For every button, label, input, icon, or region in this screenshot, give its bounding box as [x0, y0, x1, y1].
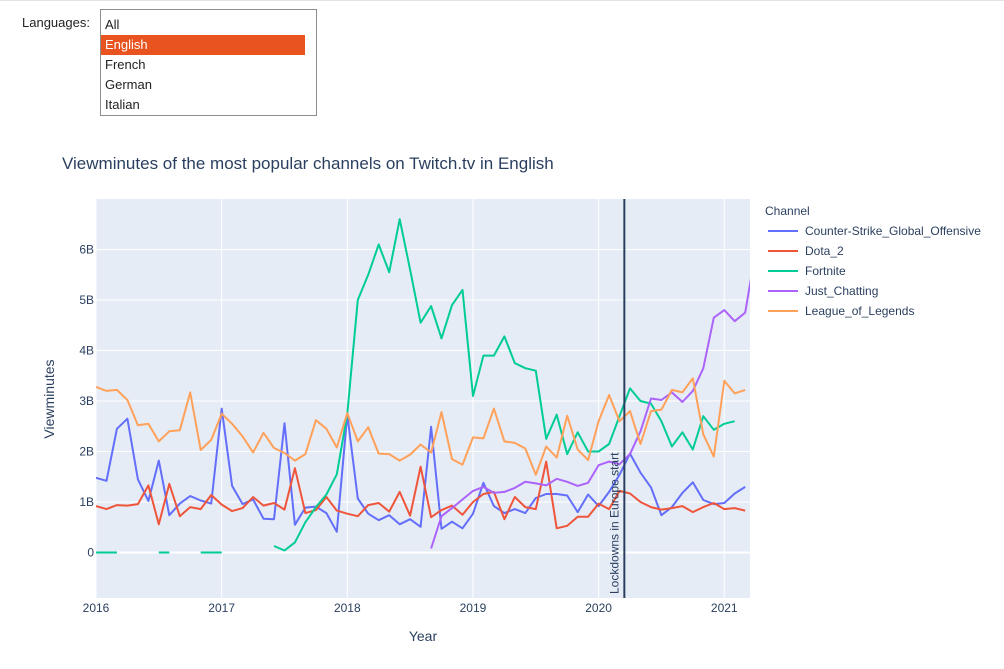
x-axis-title: Year	[409, 628, 438, 644]
x-tick-label: 2020	[585, 601, 612, 615]
language-option-all[interactable]: All	[105, 17, 120, 32]
legend-item-Just_Chatting[interactable]: Just_Chatting	[768, 284, 878, 298]
x-tick-label: 2017	[208, 601, 235, 615]
x-tick-label: 2021	[711, 601, 738, 615]
series-line-Counter-Strike_Global_Offensive	[96, 407, 746, 533]
annotation: Lockdowns in Europe start	[607, 199, 626, 598]
y-tick-label: 6B	[79, 243, 94, 257]
legend-label: Just_Chatting	[805, 284, 878, 298]
annotation-label: Lockdowns in Europe start	[607, 452, 621, 594]
y-tick-label: 2B	[79, 445, 94, 459]
y-tick-label: 0	[87, 546, 94, 560]
series-line-Dota_2	[96, 460, 746, 530]
legend-label: Counter-Strike_Global_Offensive	[805, 224, 981, 238]
x-tick-label: 2018	[334, 601, 361, 615]
x-axis-ticks: 2016 2017 2018 2019 2020 2021	[83, 601, 738, 615]
y-tick-label: 3B	[79, 394, 94, 408]
legend-item-Dota_2[interactable]: Dota_2	[768, 244, 844, 258]
series-lines	[96, 218, 750, 554]
series-line-Just_Chatting	[430, 278, 750, 549]
chart-title: Viewminutes of the most popular channels…	[62, 154, 554, 173]
x-tick-label: 2016	[83, 601, 110, 615]
y-tick-label: 4B	[79, 344, 94, 358]
y-axis-ticks: 0 1B 2B 3B 4B 5B 6B	[79, 243, 94, 560]
language-option-german[interactable]: German	[105, 77, 152, 92]
legend-label: League_of_Legends	[805, 304, 914, 318]
language-option-french[interactable]: French	[105, 57, 146, 72]
legend-item-Counter-Strike_Global_Offensive[interactable]: Counter-Strike_Global_Offensive	[768, 224, 981, 238]
languages-listbox[interactable]: All English French German Italian	[100, 9, 317, 116]
legend-label: Fortnite	[805, 264, 846, 278]
legend-item-Fortnite[interactable]: Fortnite	[768, 264, 846, 278]
legend-label: Dota_2	[805, 244, 844, 258]
legend[interactable]: Channel Counter-Strike_Global_Offensive Do…	[765, 204, 981, 318]
y-tick-label: 5B	[79, 293, 94, 307]
y-tick-label: 1B	[79, 495, 94, 509]
series-group	[96, 218, 750, 554]
legend-title: Channel	[765, 204, 810, 218]
language-option-english[interactable]: English	[101, 35, 305, 55]
language-option-italian[interactable]: Italian	[105, 97, 140, 112]
x-tick-label: 2019	[460, 601, 487, 615]
languages-label: Languages:	[22, 15, 90, 30]
legend-item-League_of_Legends[interactable]: League_of_Legends	[768, 304, 914, 318]
series-line-League_of_Legends	[96, 377, 746, 476]
y-axis-title: Viewminutes	[41, 359, 57, 438]
series-line-Fortnite	[273, 218, 735, 552]
plot-area[interactable]	[96, 199, 750, 598]
top-divider	[0, 0, 1004, 1]
